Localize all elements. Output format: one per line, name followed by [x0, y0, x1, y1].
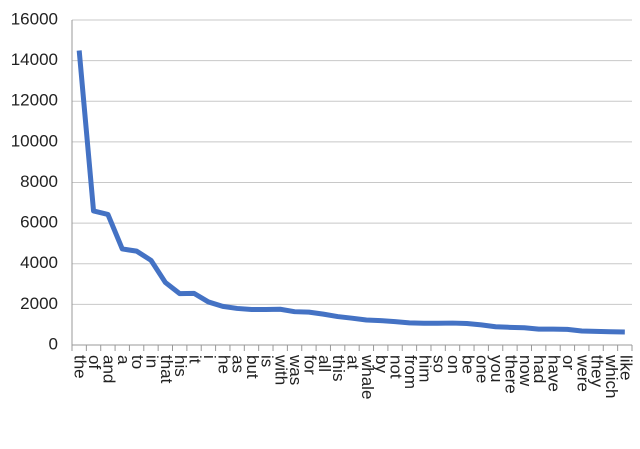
y-tick-label: 14000 — [11, 50, 58, 69]
x-tick-label: there — [501, 355, 520, 394]
x-tick-label: i — [200, 355, 219, 359]
x-tick-label: this — [329, 355, 348, 381]
x-tick-label: in — [142, 355, 161, 368]
x-tick-label: but — [243, 355, 262, 379]
y-tick-label: 12000 — [11, 91, 58, 110]
x-tick-label: his — [171, 355, 190, 377]
x-tick-label: at — [344, 355, 363, 369]
x-tick-label: to — [128, 355, 147, 369]
x-tick-label: had — [530, 355, 549, 383]
y-tick-label: 16000 — [11, 9, 58, 28]
x-tick-label: for — [300, 355, 319, 375]
x-tick-label: of — [85, 355, 104, 369]
x-tick-label: they — [588, 355, 607, 388]
x-tick-label: which — [602, 354, 621, 398]
x-tick-label: like — [616, 355, 635, 381]
y-tick-label: 6000 — [20, 213, 58, 232]
x-tick-label: now — [516, 355, 535, 387]
x-tick-label: by — [372, 355, 391, 373]
x-tick-label: were — [573, 354, 592, 392]
x-tick-label: have — [545, 355, 564, 392]
y-tick-label: 10000 — [11, 131, 58, 150]
x-tick-label: or — [559, 355, 578, 370]
x-tick-label: one — [473, 355, 492, 383]
x-tick-label: as — [229, 355, 248, 373]
x-tick-label: he — [214, 355, 233, 374]
y-tick-label: 4000 — [20, 253, 58, 272]
x-tick-label: it — [186, 355, 205, 364]
x-tick-label: was — [286, 354, 305, 385]
x-tick-label: and — [99, 355, 118, 383]
x-tick-label: is — [257, 355, 276, 367]
x-tick-label: on — [444, 355, 463, 374]
x-tick-label: all — [315, 355, 334, 372]
x-tick-label: whale — [358, 354, 377, 399]
y-tick-label: 0 — [49, 334, 58, 353]
data-line — [76, 50, 625, 335]
x-tick-label: so — [430, 355, 449, 373]
x-tick-label: him — [415, 355, 434, 382]
x-tick-label: be — [458, 355, 477, 374]
x-tick-label: from — [401, 355, 420, 389]
x-tick-label: a — [114, 355, 133, 365]
x-tick-label: that — [157, 355, 176, 384]
x-tick-label: the — [71, 355, 90, 379]
y-tick-label: 8000 — [20, 172, 58, 191]
x-tick-label: with — [272, 354, 291, 385]
x-tick-label: you — [487, 355, 506, 382]
y-tick-label: 2000 — [20, 294, 58, 313]
x-tick-label: not — [387, 355, 406, 379]
